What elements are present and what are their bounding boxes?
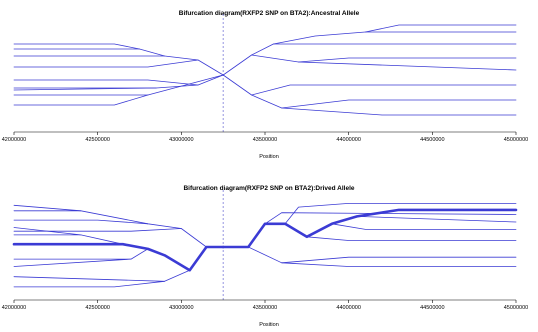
x-tick-label: 42000000 [2,305,26,311]
x-tick-label: 42500000 [85,137,109,143]
haplotype-branch [356,216,517,223]
bifurcation-panel-ancestral: Bifurcation diagram(RXFP2 SNP on BTA2):A… [2,10,528,160]
x-tick-label: 45000000 [504,305,528,311]
x-tick-label: 43000000 [169,137,193,143]
haplotype-branch [13,269,191,288]
haplotype-branch [247,246,517,267]
haplotype-branch [13,87,157,91]
haplotype-branch [13,258,132,267]
haplotype-branch [13,43,140,50]
haplotype-branch [284,202,517,225]
haplotype-branch [364,24,517,33]
haplotype-branch [251,84,517,96]
haplotype-branch [298,61,517,71]
haplotype-branch [264,212,517,225]
haplotype-branch [222,74,517,116]
haplotype-branch [13,219,149,225]
major-haplotype-path [221,208,518,249]
haplotype-branch [13,74,224,89]
x-tick-label: 42500000 [85,305,109,311]
haplotype-branch [13,94,149,106]
x-tick-label: 42000000 [2,137,26,143]
x-tick-label: 45000000 [504,137,528,143]
haplotype-branch [306,236,517,241]
haplotype-branch [281,99,517,109]
chart-title: Bifurcation diagram(RXFP2 SNP on BTA2):D… [183,185,355,192]
x-tick-label: 44000000 [336,137,360,143]
x-tick-label: 43500000 [253,305,277,311]
x-tick-label: 44500000 [420,137,444,143]
haplotype-branch [272,31,517,45]
major-haplotype-path [12,242,225,272]
haplotype-branch [251,54,517,63]
x-axis-label: Position [259,322,279,328]
chart-plot-ancestral: 42000000 42500000 43000000 43500000 44000000… [2,14,528,143]
haplotype-branch [13,204,82,212]
x-tick-label: 43500000 [253,137,277,143]
x-axis-label: Position [259,154,279,160]
chart-plot-drived: 42000000 42500000 43000000 43500000 44000000… [2,190,528,311]
bifurcation-panel-drived: Bifurcation diagram(RXFP2 SNP on BTA2):D… [0,176,538,332]
x-tick-label: 43000000 [169,305,193,311]
haplotype-branch [13,276,166,282]
haplotype-branch [222,43,517,76]
x-tick-label: 44500000 [420,305,444,311]
haplotype-branch [331,223,517,230]
haplotype-branch [13,55,224,76]
haplotype-branch [13,234,124,245]
haplotype-branch [147,74,224,96]
chart-title: Bifurcation diagram(RXFP2 SNP on BTA2):A… [178,10,360,17]
haplotype-branch [13,48,166,57]
haplotype-branch [13,248,149,260]
x-tick-label: 44000000 [336,305,360,311]
haplotype-branch [281,256,517,264]
haplotype-branch [13,228,182,232]
haplotype-branch [13,79,199,86]
haplotype-branch [13,59,199,68]
